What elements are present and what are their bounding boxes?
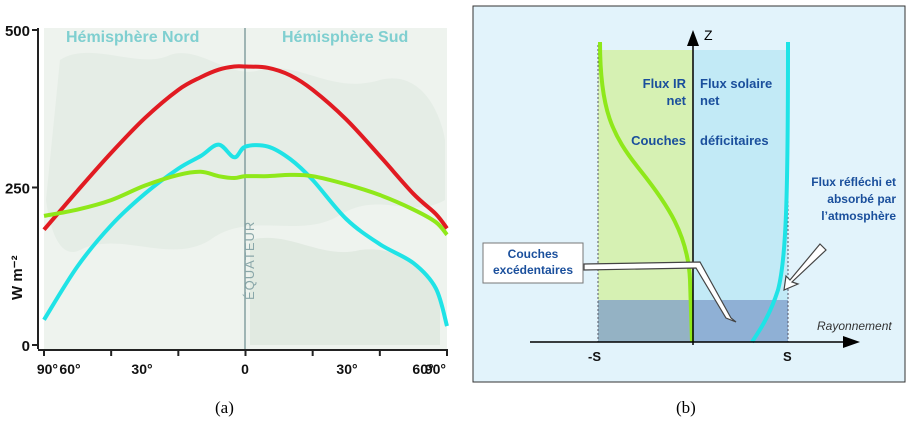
x-tick-label: 90° [37,361,58,377]
solar-zone [693,50,788,342]
caption-a: (a) [215,398,234,417]
box-excedent [482,242,584,284]
x-ticks: 90° 60° 30° 0 30° 60°90° [37,350,448,377]
label-flux-reflechi: Flux réfléchi et absorbé par l’atmosphère [811,175,896,223]
panel-a: Hémisphère Nord Hémisphère Sud ÉQUATEUR … [5,23,449,377]
x-tick-label: 90° [425,361,446,377]
series-line-2 [43,169,449,237]
arrow-reflechi [783,243,827,291]
x-tick-label: 30° [336,361,357,377]
ir-curve [598,41,694,343]
rayonnement-label: Rayonnement [817,319,892,333]
x-tick-label: 30° [131,361,152,377]
label-deficitaires: déficitaires [700,133,769,148]
solar-curve [750,41,790,344]
panel-b: Z Rayonnement -S S Flux IR net Flux solair… [472,5,906,383]
y-axis-label: W m⁻² [9,255,26,300]
curves-group [42,64,449,327]
x-tick-label: 0 [241,361,249,377]
y-tick-label: 250 [5,181,30,198]
x-axis-arrowhead [843,336,860,348]
ir-zone [598,50,693,342]
tick-neg-s: -S [588,349,601,364]
label-flux-solaire: Flux solaire net [700,76,772,108]
tick-pos-s: S [783,349,792,364]
y-tick-label: 500 [5,23,30,40]
region-label-south: Hémisphère Sud [282,29,408,46]
caption-b: (b) [676,398,696,417]
x-tick-label: 60° [59,361,80,377]
label-couches-excedentaires: Couches excédentaires [493,247,573,277]
region-label-north: Hémisphère Nord [66,29,199,46]
label-flux-ir: Flux IR net [643,76,687,108]
series-line-0 [42,64,449,232]
map-landmass-2 [250,237,440,345]
y-ticks: 0 250 500 [5,23,38,355]
x-tick-label: 60° [412,361,433,377]
series-line-1 [42,142,449,327]
arrow-excess [583,261,737,323]
equator-label: ÉQUATEUR [242,221,257,300]
y-tick-label: 0 [22,338,30,355]
z-label: Z [704,27,713,43]
diagram-labels: Flux IR net Flux solaire net Couches déficita… [631,76,896,223]
label-couches: Couches [631,133,686,148]
z-axis-arrowhead [687,30,699,46]
